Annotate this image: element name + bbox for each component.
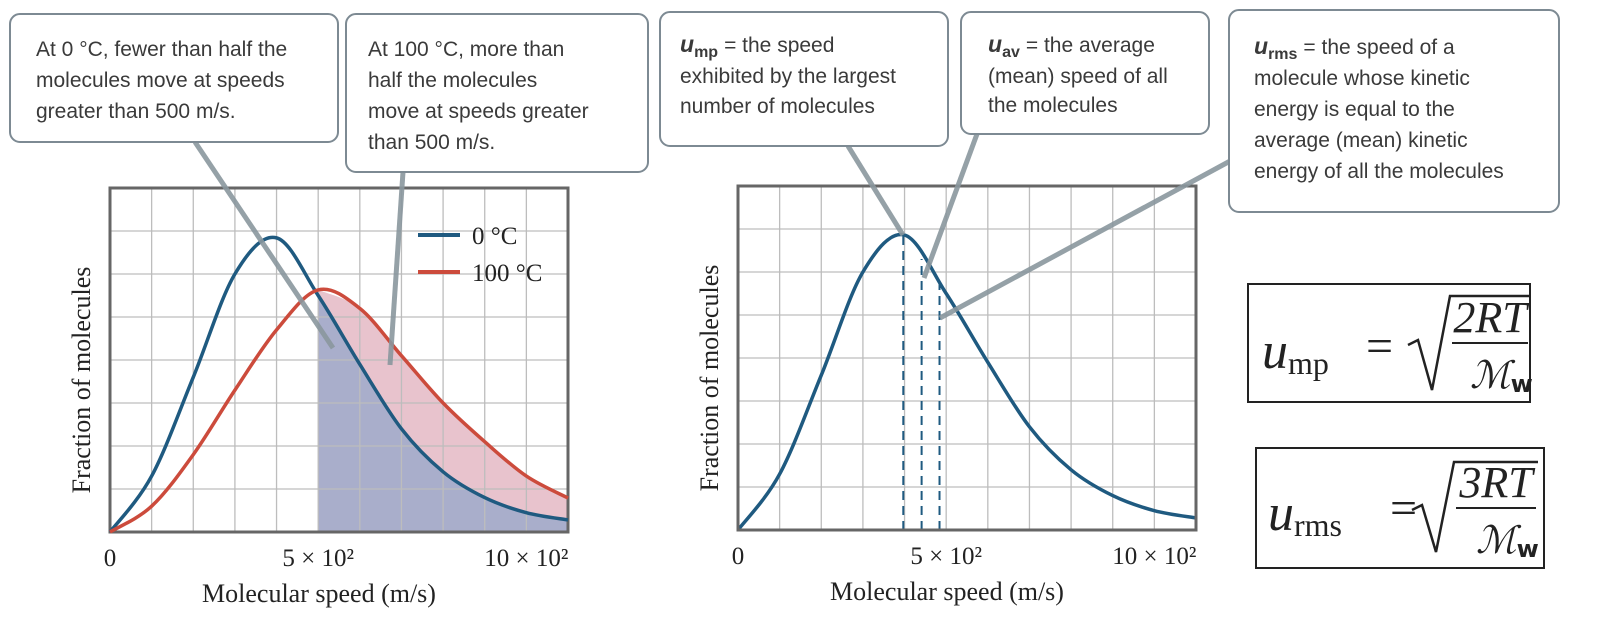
callout-text: urms = the speed of a molecule whose kine… bbox=[1254, 33, 1504, 183]
legend-label: 0 °C bbox=[472, 223, 517, 250]
callout-box bbox=[659, 11, 949, 147]
x-axis-title: Molecular speed (m/s) bbox=[830, 577, 1064, 606]
plot-frame bbox=[108, 186, 570, 534]
callout-box bbox=[960, 11, 1210, 135]
leader-line bbox=[192, 140, 336, 350]
denominator: ℳw bbox=[1476, 520, 1539, 563]
charts: 0 5 × 10² 10 × 10² Molecular speed (m/s) Fra… bbox=[67, 184, 1198, 608]
callout-box bbox=[345, 13, 649, 173]
callout-text: uav = the average (mean) speed of all the… bbox=[988, 31, 1174, 117]
formula: ump = bbox=[1262, 320, 1393, 381]
x-tick-label: 0 bbox=[732, 543, 745, 570]
leader-line bbox=[845, 144, 906, 237]
leader-line bbox=[938, 157, 1234, 321]
plot-frame bbox=[736, 184, 1198, 532]
radical bbox=[1407, 294, 1530, 391]
line-series bbox=[736, 232, 1197, 532]
leader-line bbox=[921, 133, 980, 279]
denominator: ℳw bbox=[1470, 355, 1533, 398]
y-axis-title: Fraction of molecules bbox=[67, 267, 96, 494]
leader-line bbox=[387, 171, 406, 366]
numerator: 3RT bbox=[1458, 458, 1536, 507]
shaded-area bbox=[318, 295, 568, 532]
callout-text: ump = the speed exhibited by the largest … bbox=[680, 31, 902, 118]
line-series bbox=[109, 287, 569, 534]
callout-box bbox=[1228, 9, 1560, 213]
numerator: 2RT bbox=[1453, 293, 1530, 342]
x-tick-label: 0 bbox=[104, 545, 117, 572]
line-series bbox=[108, 235, 569, 534]
x-tick-label: 10 × 10² bbox=[484, 545, 568, 572]
legend-label: 100 °C bbox=[472, 260, 542, 287]
x-tick-label: 10 × 10² bbox=[1112, 543, 1196, 570]
radical bbox=[1411, 460, 1538, 553]
callout-text: At 0 °C, fewer than half the molecules m… bbox=[36, 38, 293, 123]
callout-box bbox=[9, 13, 339, 143]
x-axis-title: Molecular speed (m/s) bbox=[202, 579, 436, 608]
x-tick-label: 5 × 10² bbox=[910, 543, 982, 570]
x-tick-label: 5 × 10² bbox=[282, 545, 354, 572]
callout-text: At 100 °C, more than half the molecules … bbox=[368, 38, 594, 154]
y-axis-title: Fraction of molecules bbox=[695, 265, 724, 492]
formula: urms = bbox=[1268, 482, 1417, 543]
